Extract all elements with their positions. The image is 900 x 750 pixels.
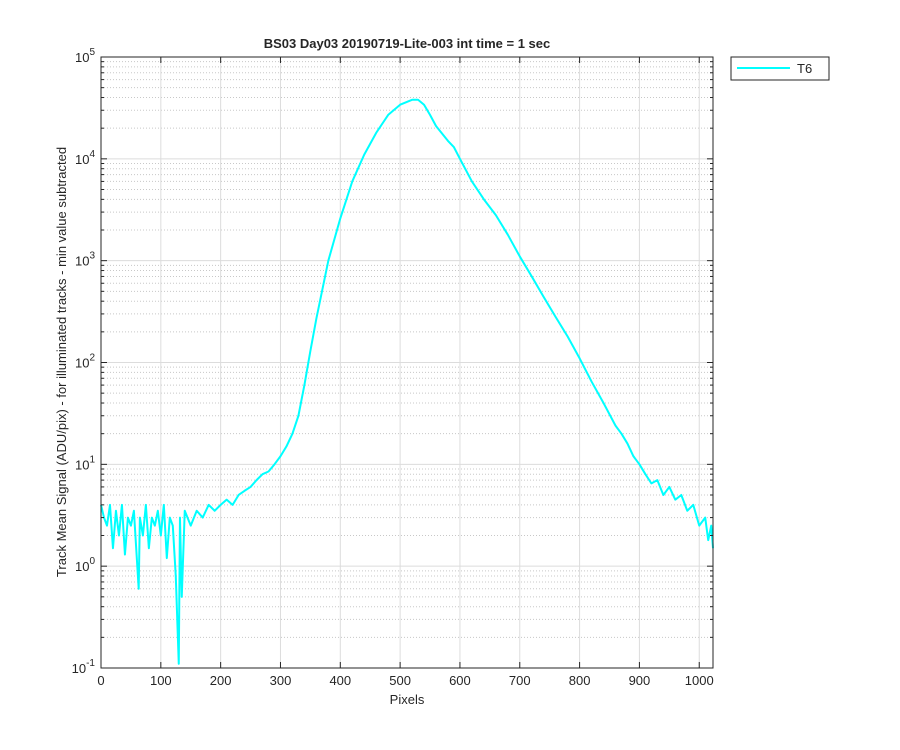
x-tick-label: 800: [569, 673, 591, 688]
y-tick-label: 103: [75, 251, 95, 269]
x-tick-label: 0: [97, 673, 104, 688]
legend-label: T6: [797, 61, 812, 76]
y-tick-exponent: 5: [89, 47, 95, 58]
x-tick-label: 1000: [685, 673, 714, 688]
y-tick-base: 10: [75, 559, 89, 574]
plot-lines: [100, 98, 714, 665]
y-tick-label: 102: [75, 353, 95, 371]
y-tick-exponent: 2: [89, 353, 95, 364]
y-axis-label: Track Mean Signal (ADU/pix) - for illumi…: [54, 147, 69, 577]
y-tick-exponent: 0: [89, 556, 95, 567]
x-tick-label: 900: [629, 673, 651, 688]
legend: T6: [730, 56, 830, 81]
y-tick-exponent: 1: [89, 454, 95, 465]
y-tick-exponent: -1: [86, 658, 95, 669]
y-tick-exponent: 4: [89, 149, 95, 160]
y-tick-base: 10: [75, 50, 89, 65]
x-tick-label: 200: [210, 673, 232, 688]
y-tick-base: 10: [75, 152, 89, 167]
y-tick-base: 10: [72, 661, 86, 676]
x-tick-label: 600: [449, 673, 471, 688]
y-tick-base: 10: [75, 356, 89, 371]
x-tick-label: 100: [150, 673, 172, 688]
x-tick-label: 300: [270, 673, 292, 688]
y-tick-label: 105: [75, 47, 95, 65]
x-axis-label: Pixels: [390, 692, 425, 707]
data-line: [100, 98, 714, 665]
y-tick-label: 104: [75, 149, 95, 167]
x-tick-label: 500: [389, 673, 411, 688]
y-tick-label: 101: [75, 454, 95, 472]
y-tick-label: 100: [75, 556, 95, 574]
x-tick-label: 700: [509, 673, 531, 688]
y-tick-base: 10: [75, 457, 89, 472]
x-tick-label: 400: [329, 673, 351, 688]
y-tick-base: 10: [75, 254, 89, 269]
chart-title: BS03 Day03 20190719-Lite-003 int time = …: [264, 36, 551, 51]
y-tick-label: 10-1: [72, 658, 96, 676]
y-tick-exponent: 3: [89, 251, 95, 262]
